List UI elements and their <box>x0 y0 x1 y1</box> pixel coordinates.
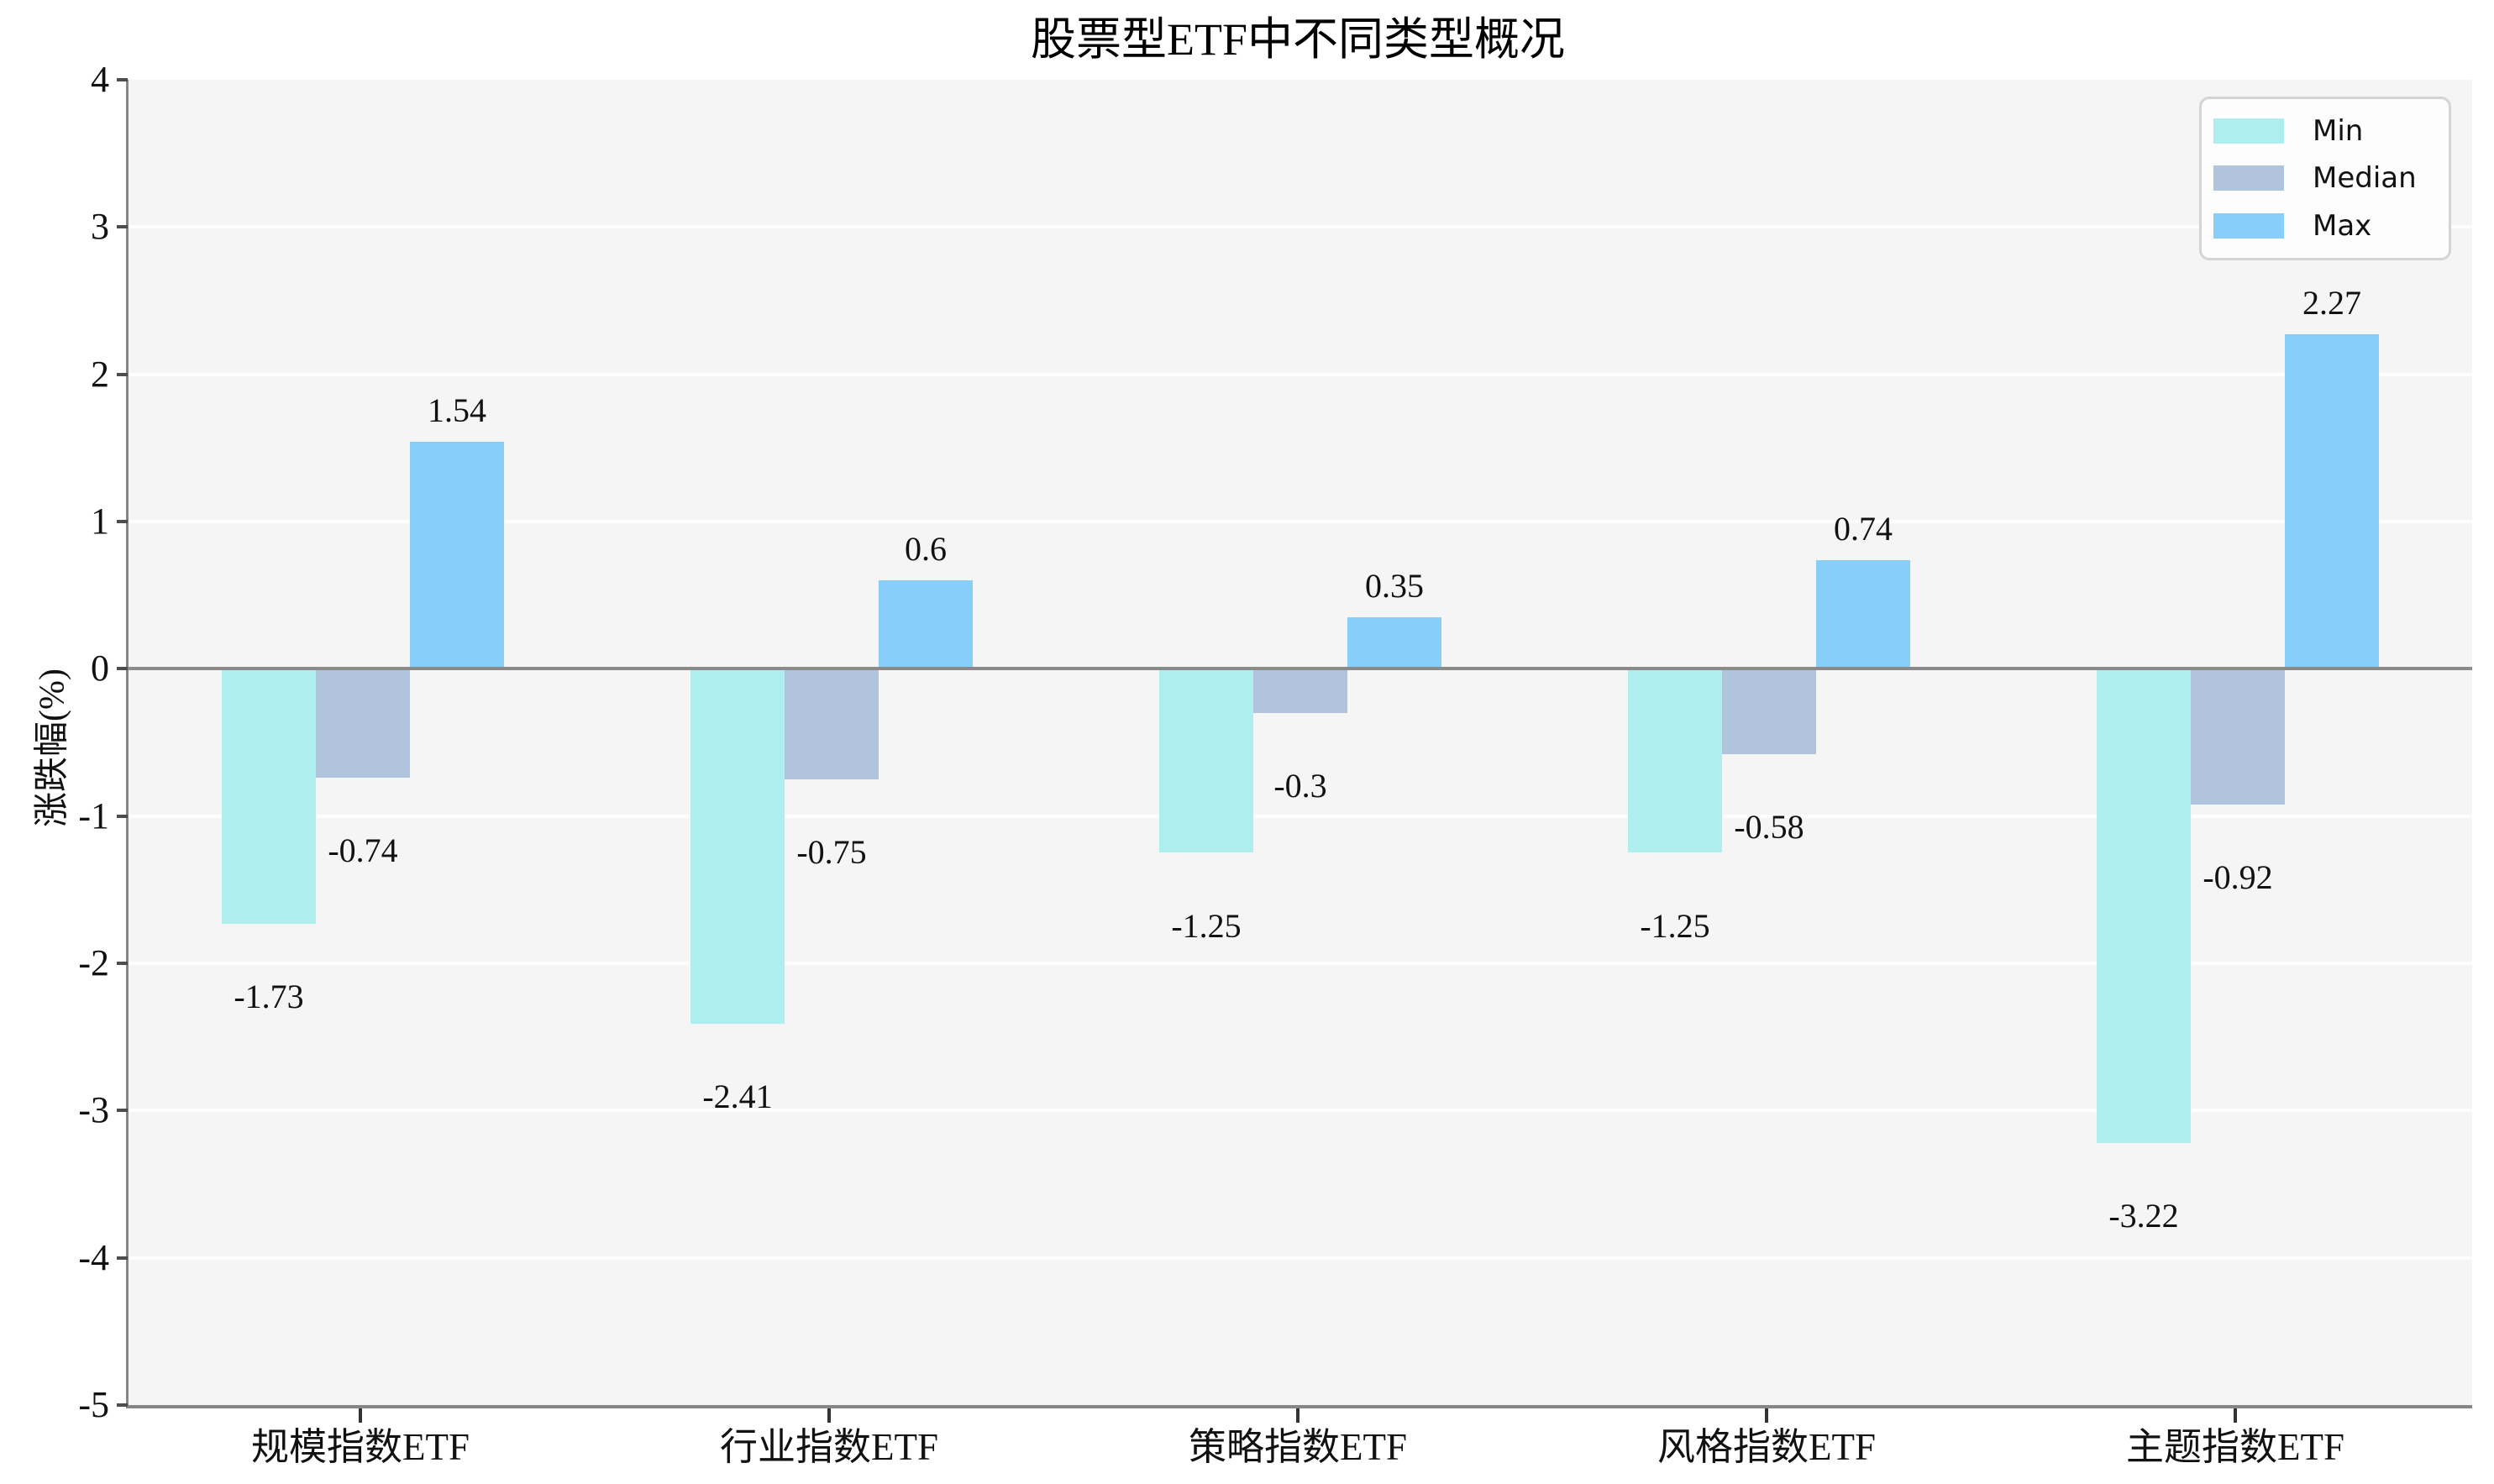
legend-row-max: Max <box>2213 209 2437 243</box>
bar-value-label-median-4: -0.92 <box>2203 857 2273 896</box>
x-tick-label-2: 策略指数ETF <box>1188 1426 1407 1468</box>
y-tick-mark-0 <box>117 667 128 671</box>
legend-swatch-max <box>2213 212 2284 239</box>
bar-value-label-median-0: -0.74 <box>328 831 398 870</box>
grid-line--4 <box>129 1256 2472 1260</box>
legend-label-min: Min <box>2313 114 2364 149</box>
legend-row-min: Min <box>2213 114 2437 148</box>
y-tick-mark-4 <box>117 78 128 81</box>
legend-swatch-min <box>2213 118 2284 144</box>
x-tick-label-0: 规模指数ETF <box>250 1426 470 1468</box>
grid-line-2 <box>129 372 2472 376</box>
y-tick-mark--2 <box>117 962 128 965</box>
grid-line--3 <box>129 1109 2472 1113</box>
bar-min-4 <box>2097 669 2191 1143</box>
y-tick-mark--5 <box>117 1403 128 1407</box>
bar-max-0 <box>410 442 504 669</box>
y-tick-mark--1 <box>117 814 128 818</box>
grid-line-3 <box>129 225 2472 229</box>
x-tick-mark-3 <box>1765 1408 1768 1423</box>
bar-median-4 <box>2191 669 2285 805</box>
x-tick-label-3: 风格指数ETF <box>1657 1426 1876 1468</box>
bar-value-label-min-3: -1.25 <box>1640 906 1710 945</box>
bar-median-3 <box>1722 669 1816 755</box>
bar-median-2 <box>1253 669 1347 713</box>
bar-max-2 <box>1347 616 1441 669</box>
grid-line--2 <box>129 962 2472 965</box>
bar-value-label-median-2: -0.3 <box>1273 766 1327 805</box>
y-tick-label--1: -1 <box>78 794 109 836</box>
bar-max-3 <box>1816 559 1910 669</box>
x-tick-label-4: 主题指数ETF <box>2125 1426 2344 1468</box>
legend-swatch-median <box>2213 165 2284 191</box>
bar-min-3 <box>1628 669 1722 853</box>
bar-value-label-min-4: -3.22 <box>2108 1196 2179 1235</box>
legend-label-median: Median <box>2313 161 2417 196</box>
bar-value-label-max-1: 0.6 <box>905 530 947 569</box>
y-tick-label-4: 4 <box>91 59 109 100</box>
bar-max-1 <box>879 580 973 669</box>
y-tick-mark-1 <box>117 520 128 523</box>
bar-value-label-max-0: 1.54 <box>428 391 486 430</box>
legend-label-max: Max <box>2313 208 2372 243</box>
bar-max-4 <box>2285 334 2379 669</box>
zero-line <box>129 667 2472 671</box>
legend: Min Median Max <box>2199 97 2451 260</box>
y-tick-label--5: -5 <box>78 1384 109 1425</box>
y-axis-title: 涨跌幅(%) <box>33 669 72 827</box>
bar-value-label-median-1: -0.75 <box>796 832 867 871</box>
chart-title: 股票型ETF中不同类型概况 <box>1030 14 1565 65</box>
x-tick-label-1: 行业指数ETF <box>719 1426 938 1468</box>
y-tick-label-1: 1 <box>91 501 109 542</box>
y-tick-mark--3 <box>117 1109 128 1113</box>
y-tick-mark-2 <box>117 372 128 376</box>
y-tick-label-0: 0 <box>91 648 109 690</box>
plot-area: -1.73 -0.74 1.54 -2.41 -0.75 0.6 -1.25 -0.3 0.35… <box>126 80 2472 1408</box>
bar-min-2 <box>1159 669 1253 853</box>
bar-value-label-min-1: -2.41 <box>702 1077 773 1115</box>
bar-value-label-min-0: -1.73 <box>234 977 304 1015</box>
bar-value-label-max-4: 2.27 <box>2302 284 2361 322</box>
bar-min-1 <box>690 669 785 1024</box>
legend-row-median: Median <box>2213 161 2437 195</box>
bar-value-label-max-2: 0.35 <box>1365 566 1424 605</box>
x-tick-mark-1 <box>827 1408 831 1423</box>
x-tick-mark-4 <box>2234 1408 2237 1423</box>
y-tick-label--3: -3 <box>78 1089 109 1131</box>
y-tick-label-3: 3 <box>91 206 109 248</box>
x-tick-mark-2 <box>1296 1408 1300 1423</box>
bar-value-label-max-3: 0.74 <box>1834 509 1893 548</box>
x-tick-mark-0 <box>359 1408 362 1423</box>
grid-line-1 <box>129 520 2472 523</box>
y-tick-label-2: 2 <box>91 353 109 395</box>
y-tick-label--4: -4 <box>78 1236 109 1278</box>
y-tick-label--2: -2 <box>78 942 109 983</box>
grid-line--1 <box>129 814 2472 818</box>
bar-value-label-min-2: -1.25 <box>1171 906 1242 945</box>
bar-median-1 <box>785 669 879 779</box>
bar-median-0 <box>316 669 410 779</box>
bar-min-0 <box>222 669 316 924</box>
y-tick-mark-3 <box>117 225 128 229</box>
bar-value-label-median-3: -0.58 <box>1734 808 1804 847</box>
y-tick-mark--4 <box>117 1256 128 1260</box>
